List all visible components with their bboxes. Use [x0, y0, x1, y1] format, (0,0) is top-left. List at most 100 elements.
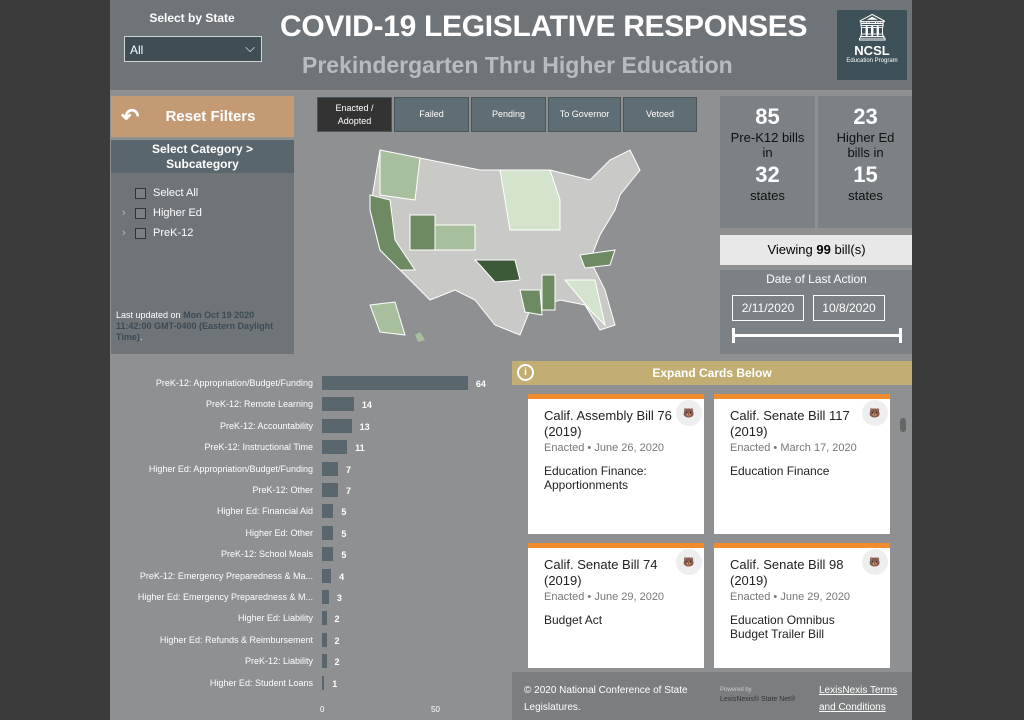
bar-value: 4 [339, 571, 345, 582]
bar[interactable] [322, 483, 338, 497]
us-map[interactable] [360, 140, 650, 350]
bar-value: 2 [334, 614, 340, 625]
start-date-input[interactable]: 2/11/2020 [732, 295, 804, 321]
state-region[interactable] [499, 169, 561, 231]
tab-vetoed[interactable]: Vetoed [623, 97, 697, 132]
prek-label: Pre-K12 bills in [730, 130, 805, 160]
tab-to-governor[interactable]: To Governor [548, 97, 621, 132]
cards-scrollbar[interactable] [900, 418, 906, 432]
card-title: Calif. Senate Bill 98 (2019) [730, 557, 844, 588]
bill-card[interactable]: 🐻 Calif. Assembly Bill 76 (2019) Enacted •… [528, 394, 704, 534]
bar[interactable] [322, 611, 327, 626]
bill-card[interactable]: 🐻 Calif. Senate Bill 98 (2019) Enacted • J… [714, 543, 890, 668]
checkbox-icon [135, 207, 146, 219]
california-flag-icon: 🐻 [676, 400, 702, 426]
bar[interactable] [322, 376, 468, 390]
bill-card[interactable]: 🐻 Calif. Senate Bill 74 (2019) Enacted • J… [528, 543, 704, 668]
tab-pending[interactable]: Pending [471, 97, 546, 132]
slider-handle-end[interactable] [899, 328, 902, 343]
state-louisiana[interactable] [519, 289, 543, 316]
state-north-carolina[interactable] [579, 249, 616, 269]
bar-label: PreK-12: Emergency Preparedness & Ma... [139, 570, 313, 581]
california-flag-icon: 🐻 [862, 549, 888, 575]
state-alaska[interactable] [369, 301, 406, 336]
bar[interactable] [322, 525, 334, 540]
last-updated: Last updated on Mon Oct 19 2020 11:42:00… [116, 310, 291, 343]
date-filter: Date of Last Action 2/11/2020 10/8/2020 [720, 270, 912, 354]
card-description: Education Finance: Apportionments [544, 464, 647, 492]
state-utah[interactable] [409, 214, 436, 251]
page-title: COVID-19 LEGISLATIVE RESPONSES [280, 10, 808, 43]
ncsl-logo: 🏛 NCSL Education Program [837, 10, 907, 80]
slider-handle-start[interactable] [732, 328, 735, 343]
chevron-right-icon[interactable]: › [122, 227, 126, 239]
date-filter-title: Date of Last Action [766, 272, 867, 286]
state-region[interactable] [563, 279, 606, 327]
category-title: Select Category > Subcategory [111, 140, 294, 173]
logo-subtext: Education Program [846, 58, 898, 64]
state-select-label: Select by State [149, 11, 235, 25]
bar[interactable] [322, 590, 329, 604]
bar[interactable] [322, 654, 327, 669]
state-oklahoma[interactable] [473, 259, 521, 283]
updated-suffix: . [139, 332, 143, 342]
bar[interactable] [322, 632, 327, 647]
prek-stats: 85 Pre-K12 bills in 32 states [720, 96, 815, 228]
bar[interactable] [322, 547, 334, 562]
bar-value: 5 [341, 507, 347, 518]
expand-cards-banner[interactable]: i Expand Cards Below [512, 361, 912, 385]
bar[interactable] [322, 461, 338, 476]
bill-card[interactable]: 🐻 Calif. Senate Bill 117 (2019) Enacted • … [714, 394, 890, 534]
bar-label: PreK-12: Remote Learning [205, 399, 313, 410]
header: Select by State All ⌵ COVID-19 LEGISLATIV… [110, 0, 912, 90]
state-colorado[interactable] [434, 224, 476, 251]
checkbox-higher-ed[interactable]: › Higher Ed [122, 207, 202, 219]
chevron-right-icon[interactable]: › [122, 207, 126, 219]
higher-label: Higher Ed bills in [836, 130, 895, 160]
checkbox-label: Higher Ed [153, 207, 202, 219]
reset-filters-button[interactable]: ↶ Reset Filters [111, 96, 294, 137]
card-title: Calif. Assembly Bill 76 (2019) [544, 408, 672, 439]
card-description: Budget Act [544, 613, 603, 627]
footer: © 2020 National Conference of State Legi… [512, 672, 912, 720]
bar[interactable] [322, 418, 352, 433]
bar[interactable] [322, 675, 325, 690]
state-select-value: All [130, 43, 144, 57]
bar[interactable] [322, 440, 348, 455]
card-meta: Enacted • June 29, 2020 [544, 591, 665, 603]
bar-label: PreK-12: School Meals [220, 549, 313, 560]
bar-label: PreK-12: Instructional Time [204, 442, 313, 453]
bar-value: 13 [359, 421, 370, 432]
card-title: Calif. Senate Bill 117 (2019) [730, 408, 850, 439]
bar-value: 5 [341, 550, 347, 561]
copyright: © 2020 National Conference of State Legi… [524, 685, 688, 713]
checkbox-label: Select All [153, 187, 199, 199]
checkbox-icon [135, 227, 146, 239]
state-hawaii[interactable] [415, 332, 425, 342]
category-title-text: Select Category > Subcategory [151, 142, 254, 171]
prek-state-count: 32 [755, 162, 780, 187]
info-icon: i [517, 364, 534, 381]
state-region[interactable] [379, 149, 421, 201]
bar-label: PreK-12: Accountability [219, 420, 313, 431]
date-range-slider[interactable] [732, 328, 902, 343]
checkbox-prek12[interactable]: › PreK-12 [122, 227, 193, 239]
state-select[interactable]: All ⌵ [124, 36, 262, 62]
bar-label: Higher Ed: Refunds & Reimbursement [159, 634, 313, 645]
tab-enacted[interactable]: Enacted / Adopted [317, 97, 392, 132]
end-date-input[interactable]: 10/8/2020 [813, 295, 885, 321]
bar-label: Higher Ed: Other [245, 527, 313, 538]
terms-link[interactable]: LexisNexis Terms and Conditions [819, 685, 898, 713]
bar-label: PreK-12: Liability [244, 656, 313, 667]
checkbox-select-all[interactable]: Select All [135, 187, 198, 199]
bar[interactable] [322, 504, 334, 519]
bar[interactable] [322, 397, 354, 412]
bar[interactable] [322, 568, 332, 583]
state-california[interactable] [369, 194, 416, 271]
state-mississippi[interactable] [541, 274, 556, 311]
bar-label: Higher Ed: Student Loans [209, 677, 313, 688]
tab-failed[interactable]: Failed [394, 97, 469, 132]
viewing-prefix: Viewing [767, 242, 813, 257]
dashboard: Select by State All ⌵ COVID-19 LEGISLATIV… [110, 0, 912, 720]
bar-value: 2 [334, 635, 340, 646]
